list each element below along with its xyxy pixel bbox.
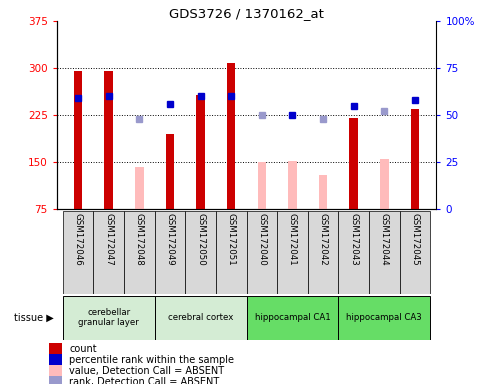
Text: hippocampal CA3: hippocampal CA3 bbox=[347, 313, 422, 322]
Bar bbox=[350, 118, 358, 209]
Bar bbox=[94, 211, 124, 294]
Text: GSM172043: GSM172043 bbox=[349, 213, 358, 266]
Bar bbox=[135, 167, 143, 209]
Text: GSM172049: GSM172049 bbox=[166, 213, 175, 265]
Text: GSM172047: GSM172047 bbox=[104, 213, 113, 266]
Text: cerebellar
granular layer: cerebellar granular layer bbox=[78, 308, 139, 328]
Bar bbox=[63, 296, 155, 340]
Bar bbox=[319, 175, 327, 209]
Bar bbox=[166, 134, 174, 209]
Bar bbox=[288, 161, 297, 209]
Text: value, Detection Call = ABSENT: value, Detection Call = ABSENT bbox=[69, 366, 224, 376]
Bar bbox=[288, 161, 297, 209]
Bar bbox=[49, 354, 62, 366]
Bar bbox=[338, 296, 430, 340]
Text: GSM172042: GSM172042 bbox=[318, 213, 327, 266]
Bar bbox=[74, 71, 82, 209]
Bar bbox=[49, 376, 62, 384]
Bar bbox=[308, 211, 338, 294]
Text: GSM172046: GSM172046 bbox=[73, 213, 83, 266]
Text: count: count bbox=[69, 344, 97, 354]
Bar bbox=[105, 71, 113, 209]
Bar bbox=[380, 159, 388, 209]
Text: GSM172041: GSM172041 bbox=[288, 213, 297, 266]
Bar bbox=[155, 211, 185, 294]
Bar bbox=[49, 343, 62, 355]
Bar bbox=[63, 211, 94, 294]
Bar bbox=[411, 109, 419, 209]
Bar bbox=[277, 211, 308, 294]
Text: GSM172051: GSM172051 bbox=[227, 213, 236, 266]
Text: GSM172040: GSM172040 bbox=[257, 213, 266, 266]
Text: GSM172048: GSM172048 bbox=[135, 213, 144, 266]
Bar bbox=[216, 211, 246, 294]
Text: hippocampal CA1: hippocampal CA1 bbox=[254, 313, 330, 322]
Text: tissue ▶: tissue ▶ bbox=[14, 313, 54, 323]
Text: GSM172044: GSM172044 bbox=[380, 213, 389, 266]
Bar bbox=[124, 211, 155, 294]
Bar bbox=[338, 211, 369, 294]
Bar bbox=[257, 162, 266, 209]
Bar bbox=[155, 296, 246, 340]
Bar bbox=[369, 211, 399, 294]
Bar bbox=[399, 211, 430, 294]
Bar bbox=[246, 211, 277, 294]
Text: cerebral cortex: cerebral cortex bbox=[168, 313, 233, 322]
Text: GSM172045: GSM172045 bbox=[410, 213, 420, 266]
Text: GSM172050: GSM172050 bbox=[196, 213, 205, 266]
Bar bbox=[246, 296, 338, 340]
Bar bbox=[196, 94, 205, 209]
Bar bbox=[227, 63, 236, 209]
Bar bbox=[49, 366, 62, 377]
Text: rank, Detection Call = ABSENT: rank, Detection Call = ABSENT bbox=[69, 377, 219, 384]
Title: GDS3726 / 1370162_at: GDS3726 / 1370162_at bbox=[169, 7, 324, 20]
Bar bbox=[185, 211, 216, 294]
Text: percentile rank within the sample: percentile rank within the sample bbox=[69, 355, 234, 365]
